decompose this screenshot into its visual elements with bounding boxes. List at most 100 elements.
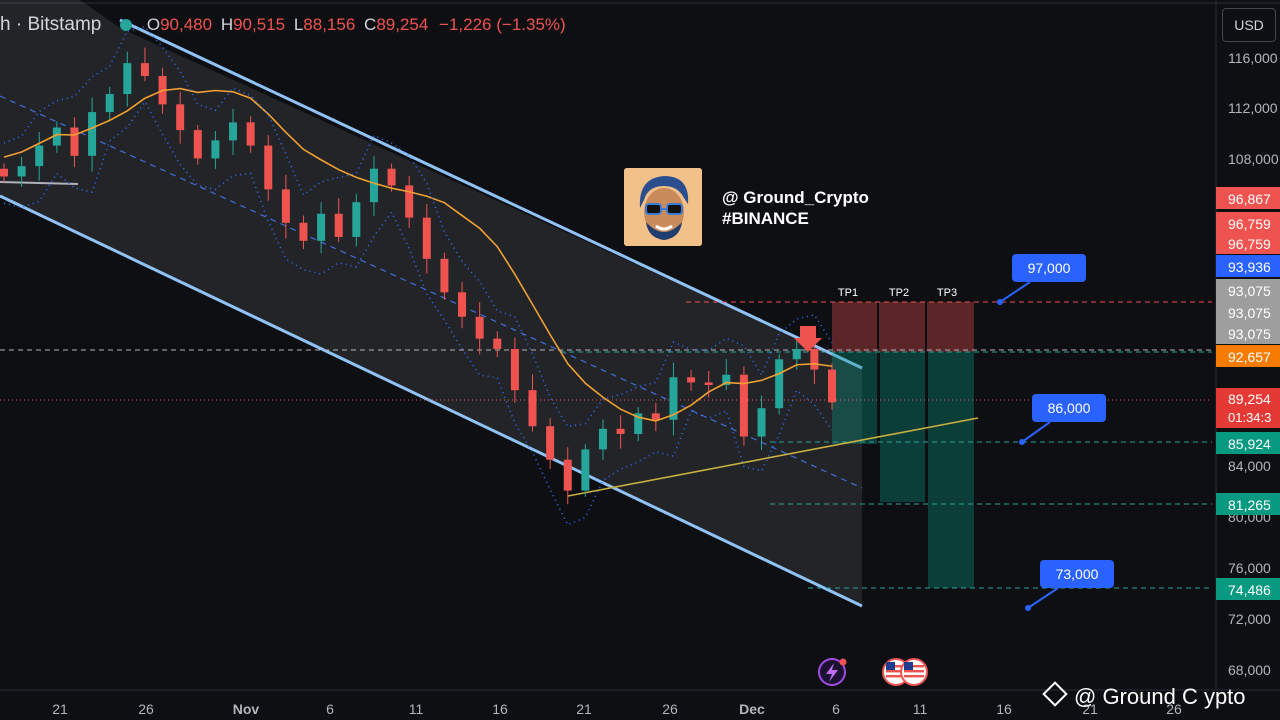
y-tick-label: 84,000 — [1228, 458, 1271, 474]
y-tick-label: 116,000 — [1228, 50, 1278, 66]
candle-body — [17, 166, 26, 177]
callout-box — [1032, 394, 1106, 422]
axis-price-bg — [1216, 322, 1280, 344]
candle-body — [105, 94, 114, 113]
callout-anchor — [997, 299, 1003, 305]
event-dot — [839, 658, 847, 666]
axis-price-text: 96,867 — [1228, 191, 1271, 207]
lightning-event-icon — [818, 658, 847, 686]
candle-body — [193, 130, 202, 159]
flag-canton — [904, 662, 913, 670]
axis-price-bg — [1216, 279, 1280, 301]
candle-body — [352, 202, 361, 237]
binance-logo-icon — [1042, 681, 1068, 707]
ohlc-open-value: 90,480 — [160, 15, 213, 34]
moving-average-line — [3, 87, 833, 422]
axis-price-text: 93,075 — [1228, 283, 1271, 299]
candle-body — [211, 140, 220, 159]
axis-price-bg — [1216, 187, 1280, 209]
flag-canton — [886, 662, 895, 670]
axis-price-label: 93,075 — [1216, 322, 1280, 344]
candle-body — [387, 168, 396, 186]
stop-zone — [832, 302, 974, 352]
axis-price-text: 93,075 — [1228, 305, 1271, 321]
symbol-label[interactable]: h · Bitstamp — [0, 14, 102, 35]
y-tick-label: 72,000 — [1228, 611, 1271, 627]
flag-stripe — [904, 665, 924, 668]
watermark-text: @ Ground C ypto — [1074, 684, 1246, 709]
flag-stripe — [904, 675, 924, 678]
ohlc-low-key: L — [293, 15, 304, 34]
target-callout: 73,000 — [1025, 560, 1114, 611]
axis-price-bg — [1216, 432, 1280, 454]
x-tick-label: 16 — [492, 701, 508, 717]
axis-price-text: 81,265 — [1228, 497, 1271, 513]
x-tick-label: 26 — [138, 701, 154, 717]
x-tick-label: 21 — [1082, 701, 1098, 717]
tp-label-1: TP1 — [838, 287, 858, 299]
axis-price-bg — [1216, 232, 1280, 254]
y-tick-label: 112,000 — [1228, 100, 1278, 116]
x-tick-label: 6 — [326, 701, 334, 717]
currency-button[interactable]: USD — [1222, 8, 1276, 42]
candle-body — [775, 359, 784, 409]
candle-body — [475, 316, 484, 339]
countdown-text: 01:34:3 — [1228, 410, 1271, 425]
candle-body — [369, 168, 378, 203]
axis-price-label: 93,075 — [1216, 301, 1280, 323]
candle-body — [299, 222, 308, 241]
target-callout: 97,000 — [997, 254, 1086, 305]
y-tick-label: 108,000 — [1228, 151, 1279, 167]
ohlc-open-key: O — [146, 15, 161, 34]
axis-price-label: 96,759 — [1216, 232, 1280, 254]
candle-body — [739, 374, 748, 437]
lower-band-dots — [3, 100, 833, 526]
axis-price-text: 96,759 — [1228, 216, 1271, 232]
axis-price-label: 85,924 — [1216, 432, 1280, 454]
candle-body — [405, 185, 414, 218]
flag-stripe — [904, 670, 924, 673]
market-status-icon — [120, 19, 133, 31]
us-flag-event-icon — [900, 658, 928, 686]
x-tick-label: 16 — [996, 701, 1012, 717]
tp1-zone — [832, 352, 878, 444]
candle-body — [669, 377, 678, 420]
x-tick-label: 11 — [913, 701, 928, 717]
candle-body — [317, 213, 326, 241]
callout-anchor — [1019, 439, 1025, 445]
callout-leader — [999, 281, 1031, 303]
axis-price-label: 96,867 — [1216, 187, 1280, 209]
author-handle: @ Ground_Crypto — [722, 188, 869, 207]
callout-leader — [1027, 587, 1059, 609]
candle-body — [246, 122, 255, 146]
candle-body — [88, 112, 97, 156]
callout-label: 97,000 — [1028, 260, 1071, 276]
candle-body — [176, 104, 185, 131]
axis-price-text: 74,486 — [1228, 582, 1271, 598]
x-tick-label: 6 — [832, 701, 840, 717]
support-trendline — [567, 417, 979, 497]
candle-body — [123, 63, 132, 95]
flag-stripe — [886, 670, 906, 673]
channel-mid-line — [0, 95, 863, 489]
candle-body — [581, 449, 590, 491]
ohlc-low-value: 88,156 — [303, 15, 356, 34]
y-tick-label: 68,000 — [1228, 662, 1271, 678]
candle-body — [634, 413, 643, 434]
sell-arrow-icon — [794, 326, 822, 352]
ohlc-high-key: H — [220, 15, 234, 34]
axis-price-text: 92,657 — [1228, 349, 1271, 365]
axis-price-bg — [1216, 212, 1280, 234]
y-tick-label: 76,000 — [1228, 560, 1271, 576]
level-line — [0, 181, 79, 185]
ohlc-legend: h · Bitstamp O90,480 H90,515 L88,156 C89… — [0, 14, 566, 36]
axis-price-bg — [1216, 493, 1280, 515]
x-tick-label: 11 — [409, 701, 424, 717]
candle-body — [140, 63, 149, 77]
axis-price-label: 74,486 — [1216, 578, 1280, 600]
callout-box — [1040, 560, 1114, 588]
candle-body — [458, 292, 467, 317]
candle-body — [334, 213, 343, 237]
candle-body — [440, 258, 449, 293]
